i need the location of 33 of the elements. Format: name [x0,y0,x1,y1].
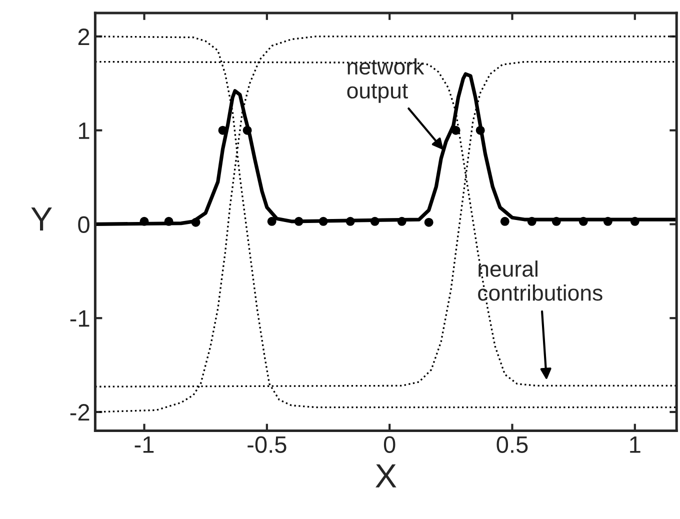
point [424,218,434,227]
x-tick-label: -1 [134,436,154,453]
annotation: neural contributions [478,260,602,301]
point [552,216,561,226]
point [346,216,355,226]
annotation: network output [347,58,424,103]
point [500,216,510,226]
point [476,126,485,135]
point [603,216,612,226]
point [578,216,588,226]
point [140,216,149,226]
x-tick-label: 0 [384,436,396,453]
point [527,216,536,226]
y-tick-label: 0 [78,216,90,234]
point [191,218,200,227]
point [242,126,252,135]
point [630,216,640,226]
x-tick-label: 1 [630,436,640,453]
y-tick-label: 2 [78,28,90,45]
x-tick-label: 0.5 [496,436,528,453]
point [267,216,276,226]
point [294,216,304,226]
y-tick-label: -1 [70,310,90,327]
x-axis-title: X [376,464,396,488]
point [164,216,174,226]
point [370,216,380,226]
y-axis-title: Y [31,208,52,230]
x-tick-label: -0.5 [248,436,286,453]
point [397,216,406,226]
point [318,216,328,226]
point [451,126,460,135]
y-tick-label: -2 [70,404,90,421]
y-tick-label: 1 [79,122,90,139]
